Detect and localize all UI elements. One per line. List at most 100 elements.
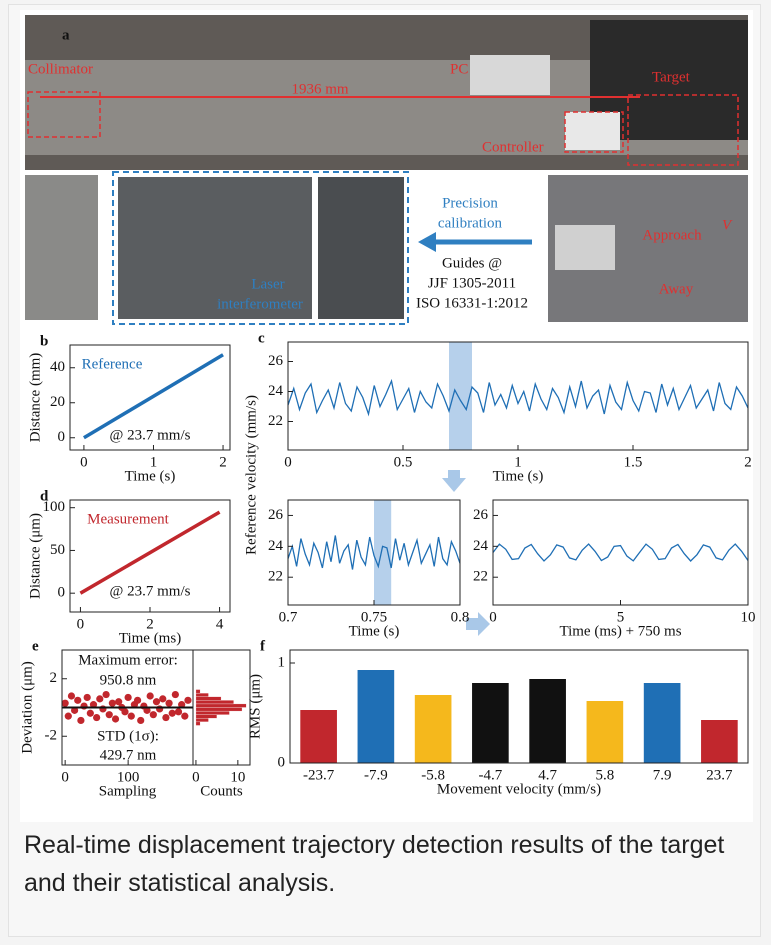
x-tick-label: -7.9 xyxy=(364,767,388,783)
photo-label: PC xyxy=(450,61,468,77)
bar xyxy=(644,683,681,763)
scatter-point xyxy=(169,710,176,717)
x-tick-label: 0 xyxy=(77,616,85,632)
scatter-point xyxy=(150,711,157,718)
bar xyxy=(587,701,624,763)
x-tick-label: 23.7 xyxy=(706,767,733,783)
x-tick-label: 10 xyxy=(741,609,756,625)
scatter-point xyxy=(99,705,106,712)
x-tick-label: 2 xyxy=(219,454,227,470)
scatter-point xyxy=(109,700,116,707)
y-tick-label: 50 xyxy=(50,542,65,558)
caption: Real-time displacement trajectory detect… xyxy=(24,826,754,902)
x-tick-label: 4 xyxy=(216,616,224,632)
x-axis-label: Time (s) xyxy=(349,623,400,639)
guides-label: ISO 16331-1:2012 xyxy=(416,295,528,311)
scatter-point xyxy=(93,714,100,721)
photo-laptop xyxy=(555,225,615,270)
scatter-point xyxy=(68,692,75,699)
y-axis-label: RMS (μm) xyxy=(247,674,263,739)
scatter-point xyxy=(74,697,81,704)
photo-label: interferometer xyxy=(217,296,303,312)
scatter-point xyxy=(121,708,128,715)
panel-label: b xyxy=(40,333,48,349)
page: {"figure": {"label": "a", "collimator": … xyxy=(0,0,771,945)
y-axis-label: Deviation (μm) xyxy=(19,661,35,754)
bar xyxy=(415,695,452,763)
scatter-point xyxy=(147,692,154,699)
y-tick-label: -2 xyxy=(45,728,58,744)
highlight-band xyxy=(374,500,391,605)
annotation: 429.7 nm xyxy=(100,747,157,763)
photo-label: Collimator xyxy=(28,61,93,77)
bar xyxy=(701,720,738,763)
photo xyxy=(318,177,404,319)
x-tick-label: 0.5 xyxy=(394,454,413,470)
scatter-point xyxy=(128,713,135,720)
y-tick-label: 2 xyxy=(50,670,58,686)
scatter-point xyxy=(84,694,91,701)
y-tick-label: 22 xyxy=(473,569,488,585)
scatter-point xyxy=(153,698,160,705)
histogram-bar xyxy=(196,693,209,697)
bar xyxy=(472,683,509,763)
bar xyxy=(358,670,395,763)
x-axis-label: Time (s) xyxy=(125,468,176,484)
scatter-point xyxy=(80,702,87,709)
histogram-bar xyxy=(196,690,200,694)
y-tick-label: 40 xyxy=(50,359,65,375)
panel-label: c xyxy=(258,330,265,346)
guides-label: Guides @ xyxy=(442,255,502,271)
x-tick-label: 7.9 xyxy=(653,767,672,783)
x-tick-label: -23.7 xyxy=(303,767,335,783)
figure: a Collimator PC 1936 mm Target Controlle… xyxy=(0,0,771,825)
scatter-point xyxy=(181,713,188,720)
x-tick-label: 0 xyxy=(192,769,200,785)
y-tick-label: 20 xyxy=(50,394,65,410)
annotation: STD (1σ): xyxy=(97,728,159,744)
y-tick-label: 0 xyxy=(58,429,66,445)
y-tick-label: 24 xyxy=(473,538,489,554)
panel-label: e xyxy=(32,638,39,654)
x-axis-label: Counts xyxy=(200,783,243,799)
scatter-point xyxy=(165,700,172,707)
guides-label: JJF 1305-2011 xyxy=(428,275,516,291)
scatter-point xyxy=(156,705,163,712)
x-tick-label: 1.5 xyxy=(624,454,643,470)
scatter-point xyxy=(125,694,132,701)
photo-label: Away xyxy=(659,281,694,297)
calibration-label: Precision xyxy=(442,195,498,211)
annotation: @ 23.7 mm/s xyxy=(110,583,191,599)
scatter-point xyxy=(77,717,84,724)
annotation: @ 23.7 mm/s xyxy=(110,427,191,443)
bar xyxy=(300,710,337,763)
photo-laptop xyxy=(470,55,550,95)
x-tick-label: 2 xyxy=(744,454,752,470)
panel-label: d xyxy=(40,488,49,504)
scatter-point xyxy=(184,697,191,704)
x-tick-label: 0.7 xyxy=(279,609,298,625)
x-axis-label: Time (ms) xyxy=(119,630,181,646)
histogram-bar xyxy=(196,708,242,712)
histogram-bar xyxy=(196,700,234,704)
x-tick-label: 0 xyxy=(489,609,497,625)
panel-label: a xyxy=(62,27,70,43)
photo-label: Approach xyxy=(642,227,702,243)
scatter-point xyxy=(96,695,103,702)
y-tick-label: 0 xyxy=(278,754,286,770)
scatter-point xyxy=(162,714,169,721)
x-axis-label: Time (s) xyxy=(493,468,544,484)
y-axis-label: Distance (μm) xyxy=(27,513,43,599)
scatter-point xyxy=(62,700,69,707)
y-tick-label: 0 xyxy=(58,585,66,601)
photo-label: Controller xyxy=(482,139,544,155)
x-axis-label: Movement velocity (mm/s) xyxy=(437,781,601,797)
legend-label: Measurement xyxy=(87,511,169,527)
y-tick-label: 22 xyxy=(268,569,283,585)
photo-label: Laser xyxy=(251,276,284,292)
histogram-bar xyxy=(196,704,246,708)
scatter-point xyxy=(137,717,144,724)
scatter-point xyxy=(102,691,109,698)
histogram-bar xyxy=(196,711,230,715)
y-tick-label: 24 xyxy=(268,538,284,554)
